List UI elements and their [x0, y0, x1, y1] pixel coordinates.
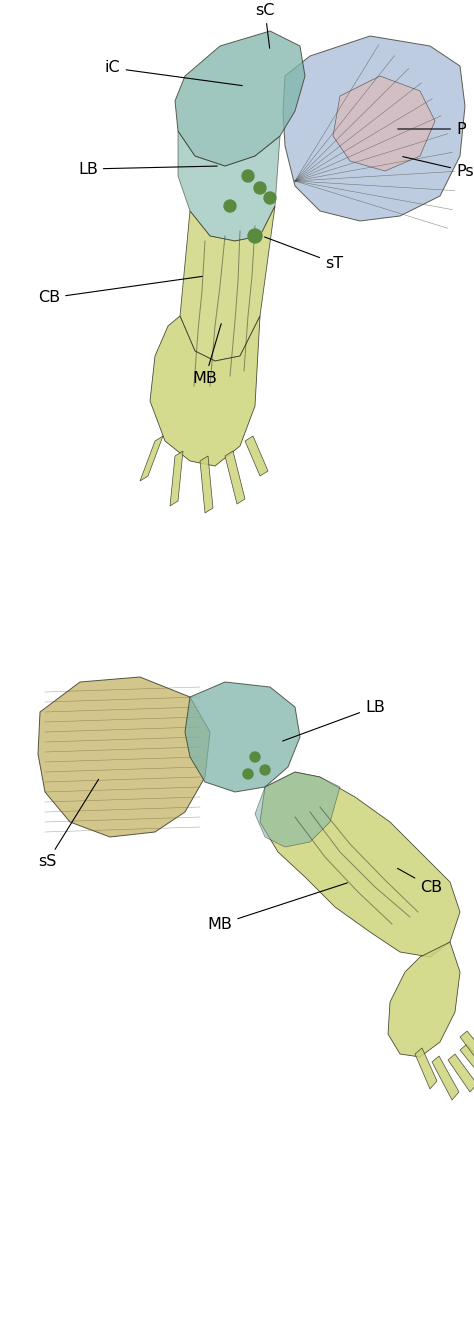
Text: sC: sC — [255, 3, 275, 48]
Polygon shape — [185, 682, 300, 793]
Text: sS: sS — [38, 779, 99, 870]
Polygon shape — [283, 36, 465, 221]
Text: LB: LB — [78, 161, 217, 177]
Text: MB: MB — [208, 883, 347, 932]
Polygon shape — [225, 452, 245, 503]
Polygon shape — [388, 942, 460, 1058]
Text: Ps: Ps — [403, 157, 474, 178]
Circle shape — [254, 182, 266, 194]
Text: sT: sT — [264, 237, 343, 270]
Circle shape — [224, 200, 236, 212]
Polygon shape — [200, 456, 213, 513]
Polygon shape — [180, 206, 275, 361]
Polygon shape — [460, 1031, 474, 1058]
Polygon shape — [415, 1048, 437, 1090]
Polygon shape — [260, 773, 460, 956]
Polygon shape — [255, 773, 340, 847]
Polygon shape — [245, 436, 268, 476]
Polygon shape — [460, 1044, 474, 1075]
Circle shape — [243, 769, 253, 779]
Polygon shape — [170, 452, 183, 506]
Text: LB: LB — [283, 699, 385, 741]
Polygon shape — [448, 1054, 474, 1092]
Polygon shape — [333, 76, 435, 170]
Circle shape — [242, 170, 254, 182]
Polygon shape — [140, 436, 163, 481]
Circle shape — [248, 229, 262, 242]
Polygon shape — [150, 316, 260, 466]
Text: CB: CB — [38, 276, 202, 305]
Circle shape — [250, 753, 260, 762]
Circle shape — [260, 765, 270, 775]
Polygon shape — [175, 31, 305, 166]
Text: MB: MB — [192, 324, 221, 386]
Polygon shape — [432, 1056, 459, 1100]
Text: P: P — [398, 121, 465, 136]
Text: CB: CB — [397, 868, 442, 895]
Text: iC: iC — [105, 60, 242, 85]
Polygon shape — [178, 131, 280, 241]
Polygon shape — [38, 677, 210, 836]
Circle shape — [264, 192, 276, 204]
